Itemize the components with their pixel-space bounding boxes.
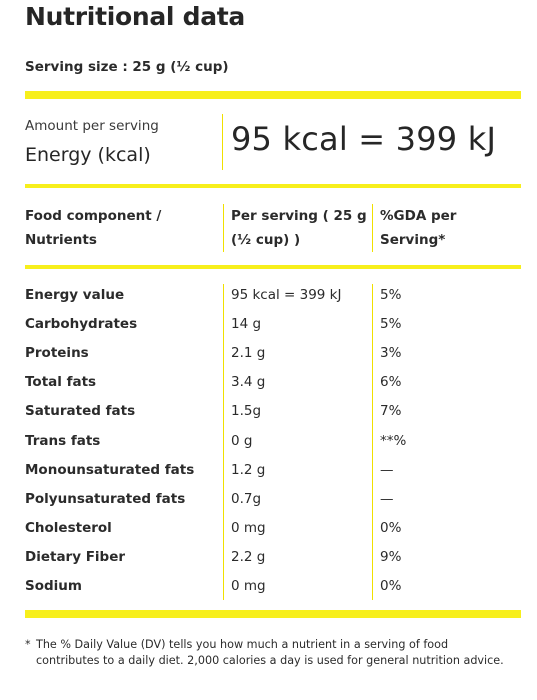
nutrient-amount: 2.2 g (231, 549, 266, 565)
energy-value: 95 kcal = 399 kJ (231, 120, 497, 158)
nutrient-gda: 5% (380, 316, 402, 332)
nutrient-amount: 14 g (231, 316, 262, 332)
nutrient-gda: 5% (380, 287, 402, 303)
header-per-serving: Per serving ( 25 g (½ cup) ) (231, 208, 367, 248)
nutrient-amount: 0.7g (231, 491, 262, 507)
nutrient-name: Cholesterol (25, 520, 112, 536)
amount-per-serving-label: Amount per serving (25, 118, 159, 134)
nutrient-gda: 9% (380, 549, 402, 565)
energy-separator (222, 114, 223, 170)
nutrient-gda: 6% (380, 374, 402, 390)
page-title: Nutritional data (25, 2, 245, 31)
energy-block: Amount per serving Energy (kcal) 95 kcal… (25, 112, 521, 172)
nutrient-amount: 1.2 g (231, 462, 266, 478)
footnote: * The % Daily Value (DV) tells you how m… (25, 637, 505, 668)
header-component: Food component / Nutrients (25, 208, 162, 248)
nutrient-amount: 0 g (231, 433, 253, 449)
divider-top (25, 91, 521, 99)
nutrient-gda: 0% (380, 578, 402, 594)
serving-size: Serving size : 25 g (½ cup) (25, 59, 229, 75)
nutrient-gda: 0% (380, 520, 402, 536)
header-separator-1 (223, 204, 224, 252)
nutrient-gda: — (380, 491, 394, 507)
nutrient-name: Total fats (25, 374, 97, 390)
nutrient-name: Proteins (25, 345, 89, 361)
nutrient-name: Carbohydrates (25, 316, 138, 332)
nutrient-name: Sodium (25, 578, 82, 594)
body-separator-1 (223, 284, 224, 600)
nutrient-gda: 7% (380, 403, 402, 419)
nutrient-name: Trans fats (25, 433, 101, 449)
divider-header (25, 265, 521, 269)
nutrient-name: Dietary Fiber (25, 549, 126, 565)
nutrient-name: Polyunsaturated fats (25, 491, 186, 507)
header-gda: %GDA per Serving* (380, 208, 457, 248)
nutrient-amount: 0 mg (231, 520, 266, 536)
nutrient-gda: 3% (380, 345, 402, 361)
nutrient-amount: 2.1 g (231, 345, 266, 361)
body-separator-2 (372, 284, 373, 600)
nutrient-name: Monounsaturated fats (25, 462, 195, 478)
divider-energy (25, 184, 521, 188)
energy-label: Energy (kcal) (25, 144, 151, 166)
nutrient-name: Energy value (25, 287, 125, 303)
footnote-marker: * (25, 638, 31, 651)
nutrient-name: Saturated fats (25, 403, 136, 419)
nutrient-gda: — (380, 462, 394, 478)
header-separator-2 (372, 204, 373, 252)
nutrient-amount: 95 kcal = 399 kJ (231, 287, 342, 303)
nutrient-amount: 1.5g (231, 403, 262, 419)
nutrient-amount: 0 mg (231, 578, 266, 594)
nutrient-gda: **% (380, 433, 407, 449)
divider-bottom (25, 610, 521, 618)
footnote-text: The % Daily Value (DV) tells you how muc… (36, 638, 504, 667)
nutrient-amount: 3.4 g (231, 374, 266, 390)
